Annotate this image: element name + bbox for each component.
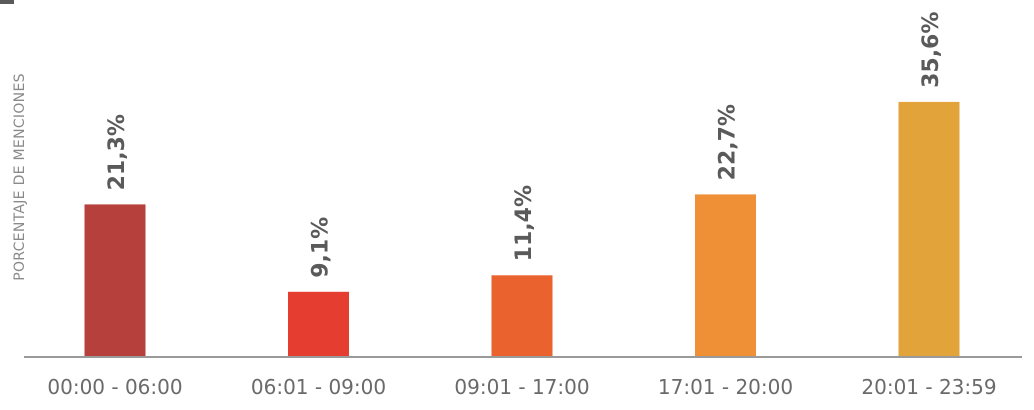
- value-label-0: 21,3%: [105, 114, 130, 190]
- bar-2: [491, 275, 553, 357]
- bar-0: [84, 204, 146, 357]
- value-label-4: 35,6%: [919, 12, 944, 88]
- y-axis-label: PORCENTAJE DE MENCIONES: [12, 73, 28, 281]
- bar-1: [288, 291, 349, 357]
- category-label-2: 09:01 - 17:00: [454, 375, 589, 399]
- bar-3: [695, 194, 756, 357]
- corner-mark: [0, 0, 14, 4]
- category-label-3: 17:01 - 20:00: [658, 375, 793, 399]
- category-label-0: 00:00 - 06:00: [47, 375, 182, 399]
- category-label-4: 20:01 - 23:59: [861, 375, 996, 399]
- value-label-2: 11,4%: [512, 185, 537, 261]
- value-label-3: 22,7%: [716, 104, 741, 180]
- category-label-1: 06:01 - 09:00: [251, 375, 386, 399]
- bar-4: [898, 101, 960, 358]
- value-label-1: 9,1%: [309, 217, 334, 278]
